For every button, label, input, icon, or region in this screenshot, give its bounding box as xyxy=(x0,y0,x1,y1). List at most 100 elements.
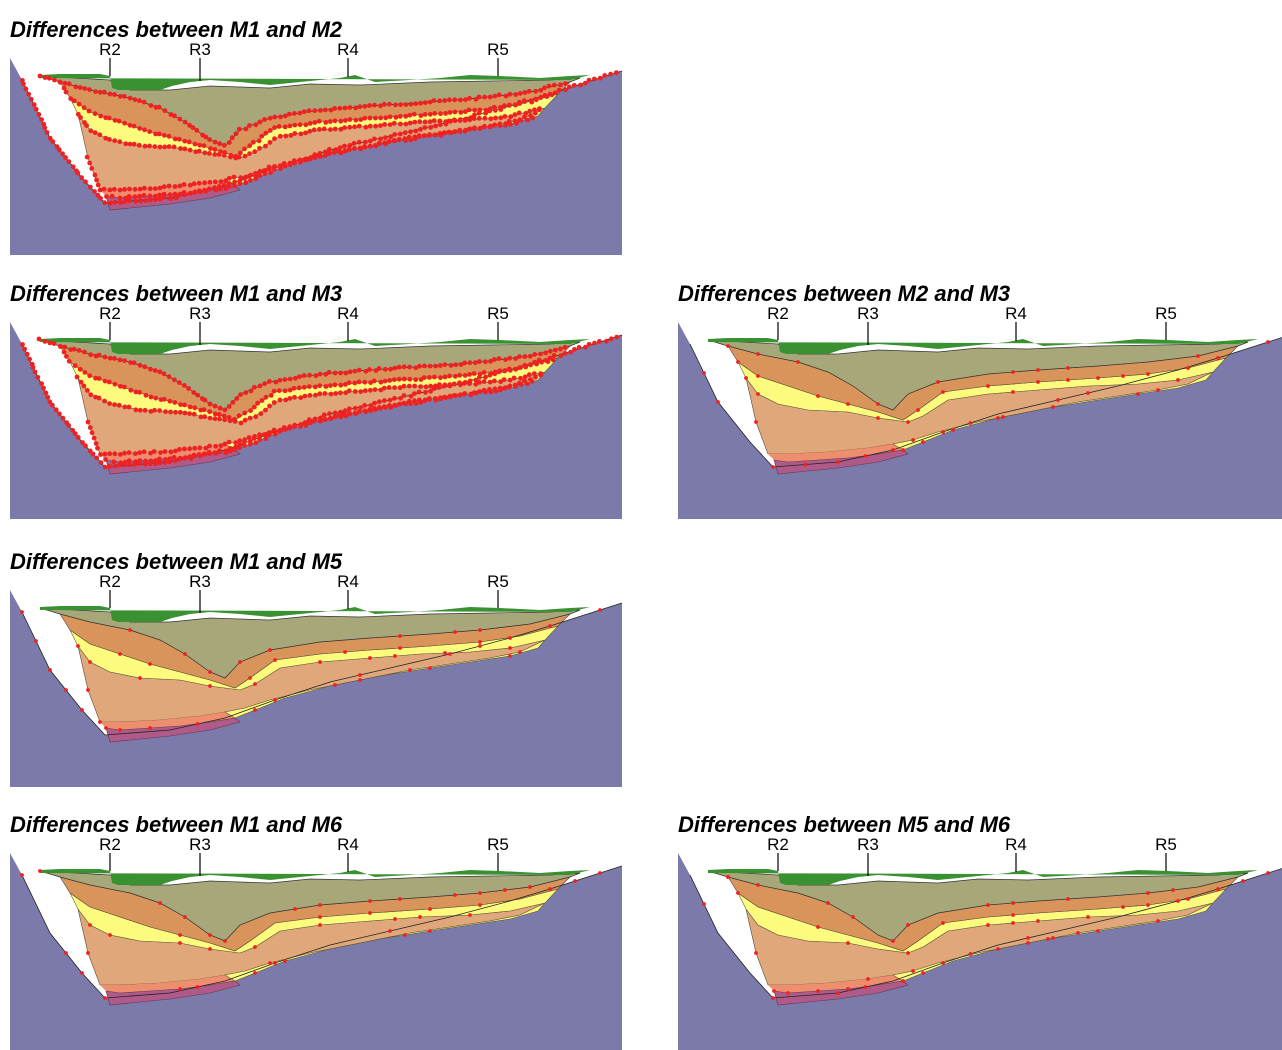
difference-marker xyxy=(127,141,133,147)
difference-marker xyxy=(20,610,24,614)
difference-marker xyxy=(252,149,258,155)
difference-marker xyxy=(816,394,820,398)
difference-marker xyxy=(513,102,518,108)
reference-label: R5 xyxy=(487,572,509,591)
difference-marker xyxy=(327,151,332,156)
difference-marker xyxy=(362,403,367,408)
difference-marker xyxy=(303,122,309,128)
difference-marker xyxy=(92,130,98,136)
difference-marker xyxy=(547,348,553,354)
difference-marker xyxy=(182,192,188,198)
difference-marker xyxy=(178,146,183,151)
difference-marker xyxy=(461,391,467,397)
reference-label: R3 xyxy=(857,304,879,323)
difference-marker xyxy=(107,401,112,406)
difference-marker xyxy=(117,357,123,363)
difference-marker xyxy=(237,442,243,447)
difference-marker xyxy=(333,683,337,687)
difference-marker xyxy=(453,630,457,634)
difference-marker xyxy=(702,371,706,375)
difference-marker xyxy=(267,403,272,409)
difference-marker xyxy=(507,377,513,383)
difference-marker xyxy=(1051,405,1055,409)
difference-marker xyxy=(123,141,129,147)
difference-marker xyxy=(166,183,172,189)
difference-marker xyxy=(352,146,357,151)
difference-marker xyxy=(94,455,100,461)
difference-marker xyxy=(133,198,138,204)
difference-marker xyxy=(128,360,133,365)
difference-marker xyxy=(754,420,758,424)
difference-marker xyxy=(1036,368,1040,372)
difference-marker xyxy=(153,131,159,137)
difference-marker xyxy=(267,140,273,145)
difference-marker xyxy=(112,117,118,123)
difference-marker xyxy=(381,385,387,391)
difference-marker xyxy=(467,372,472,377)
difference-marker xyxy=(83,179,88,185)
difference-marker xyxy=(223,448,229,454)
upper-layer xyxy=(39,607,581,679)
difference-marker xyxy=(195,392,201,398)
difference-marker xyxy=(71,98,77,104)
difference-marker xyxy=(75,435,81,440)
difference-marker xyxy=(273,379,279,385)
difference-marker xyxy=(756,352,760,356)
difference-marker xyxy=(248,178,253,183)
difference-marker xyxy=(513,366,519,372)
difference-marker xyxy=(458,362,464,367)
difference-marker xyxy=(576,345,582,350)
difference-marker xyxy=(372,400,377,406)
difference-marker xyxy=(487,94,493,100)
difference-marker xyxy=(187,122,192,128)
difference-marker xyxy=(403,113,409,119)
difference-marker xyxy=(213,443,219,449)
difference-marker xyxy=(397,131,403,137)
difference-marker xyxy=(207,151,212,156)
difference-marker xyxy=(142,127,147,133)
difference-marker xyxy=(263,407,268,413)
difference-marker xyxy=(172,458,178,464)
difference-marker xyxy=(226,140,232,145)
difference-marker xyxy=(108,933,112,937)
difference-marker xyxy=(508,114,514,120)
difference-marker xyxy=(118,452,123,457)
difference-marker xyxy=(152,368,158,373)
difference-markers xyxy=(20,608,602,732)
difference-marker xyxy=(102,354,108,360)
difference-marker xyxy=(117,139,123,145)
difference-marker xyxy=(137,362,143,368)
difference-marker xyxy=(422,363,427,369)
difference-marker xyxy=(190,125,196,130)
difference-marker xyxy=(372,142,378,148)
difference-marker xyxy=(343,650,347,654)
difference-marker xyxy=(141,449,147,455)
difference-marker xyxy=(188,456,194,461)
difference-marker xyxy=(1241,879,1245,883)
difference-marker xyxy=(476,94,482,100)
difference-marker xyxy=(326,369,332,375)
difference-marker xyxy=(148,662,152,666)
difference-marker xyxy=(226,175,232,181)
difference-marker xyxy=(85,388,90,393)
difference-marker xyxy=(98,195,103,201)
difference-marker xyxy=(1146,903,1150,907)
difference-marker xyxy=(201,143,207,149)
difference-marker xyxy=(471,390,477,395)
difference-marker xyxy=(107,355,113,361)
difference-marker xyxy=(941,921,945,925)
difference-marker xyxy=(318,903,322,907)
difference-marker xyxy=(57,79,63,85)
difference-marker xyxy=(162,108,168,114)
difference-marker xyxy=(272,114,278,120)
difference-marker xyxy=(911,438,915,442)
difference-marker xyxy=(166,144,172,149)
difference-marker xyxy=(401,400,407,406)
difference-marker xyxy=(533,374,538,380)
difference-marker xyxy=(262,117,267,122)
difference-marker xyxy=(716,400,720,404)
difference-marker xyxy=(297,157,303,163)
difference-marker xyxy=(533,96,538,102)
difference-marker xyxy=(187,404,193,410)
difference-marker xyxy=(35,374,41,380)
